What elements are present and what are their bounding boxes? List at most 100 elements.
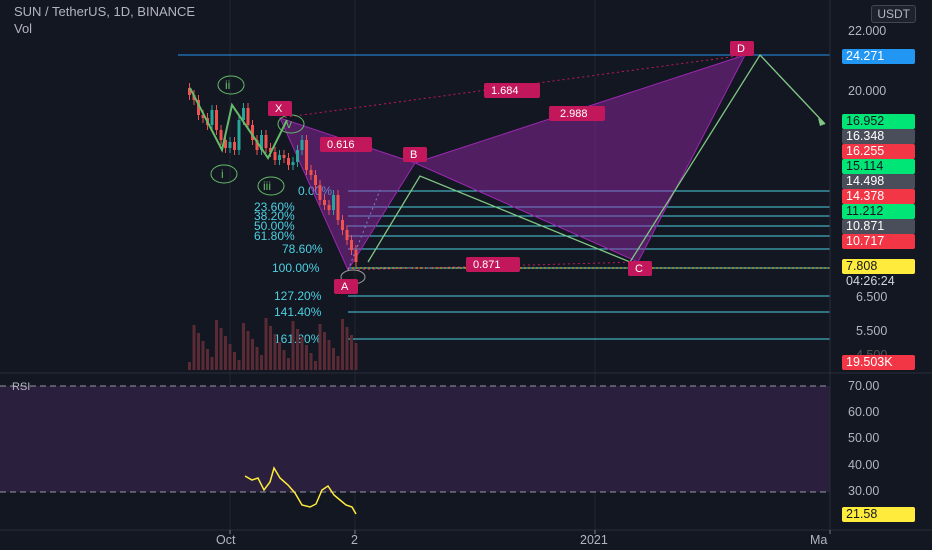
candle <box>350 240 353 250</box>
volume-bar <box>251 339 254 370</box>
rsi-axis-label: 60.00 <box>848 405 880 419</box>
ratio-bd: 2.988 <box>560 108 588 120</box>
price-axis-label: 6.500 <box>856 290 888 304</box>
ratio-xb: 0.616 <box>327 139 355 151</box>
candle <box>323 200 326 205</box>
volume-bar <box>260 355 263 370</box>
candle <box>215 110 218 130</box>
price-axis-label: 20.000 <box>848 84 887 98</box>
price-tag: 11.212 <box>842 204 915 219</box>
price-axis-label: 5.500 <box>856 324 888 338</box>
volume-bar <box>300 337 304 370</box>
candle <box>287 158 290 165</box>
volume-indicator-label[interactable]: Vol <box>14 21 33 36</box>
candle <box>314 175 317 185</box>
volume-bar <box>201 341 205 370</box>
volume-bar <box>305 345 308 370</box>
volume-bar <box>206 349 209 370</box>
fib-label-0: 0.00% <box>298 184 332 198</box>
candle <box>291 162 295 165</box>
volume-bar <box>282 350 286 370</box>
wave-iii: iii <box>263 179 271 193</box>
time-axis-label: 2021 <box>580 533 608 547</box>
candle <box>210 110 214 125</box>
volume-bar <box>264 318 268 370</box>
fib-label-1272: 127.20% <box>274 289 322 303</box>
pattern-labels: X A B C D 0.616 0.871 2.988 1.684 <box>268 41 754 294</box>
volume-bar <box>228 344 232 370</box>
price-axis-label: 22.000 <box>848 24 887 38</box>
candle <box>251 125 254 140</box>
time-axis-label: Ma <box>810 533 828 547</box>
candle <box>228 142 232 148</box>
candles <box>188 83 358 267</box>
volume-bar <box>278 342 281 370</box>
volume-bar <box>296 329 299 370</box>
volume-bar <box>309 353 313 370</box>
volume-bar <box>242 323 245 370</box>
fib-label-382: 38.20% <box>254 209 295 223</box>
point-c: C <box>635 263 643 275</box>
candle <box>264 135 268 148</box>
candle <box>282 155 286 158</box>
volume-bar <box>219 328 223 370</box>
candle <box>345 230 349 240</box>
volume-bar <box>246 331 250 370</box>
candle <box>201 115 205 118</box>
candle <box>233 142 236 150</box>
currency-button[interactable]: USDT <box>871 5 916 23</box>
candle <box>242 108 245 120</box>
wave-labels: ii i iii v <box>210 75 305 196</box>
rsi-axis-label: 40.00 <box>848 458 880 472</box>
candle <box>341 220 344 230</box>
wave-v: v <box>286 117 292 131</box>
price-tag: 16.255 <box>842 144 915 159</box>
price-tag: 24.271 <box>842 49 915 64</box>
symbol-title[interactable]: SUN / TetherUS, 1D, BINANCE <box>14 4 196 19</box>
volume-bar <box>318 324 322 370</box>
rsi-axis-label: 30.00 <box>848 484 880 498</box>
volume-bar <box>287 358 290 370</box>
volume-bar <box>336 356 340 370</box>
candle <box>273 152 277 160</box>
volume-bars <box>188 318 358 370</box>
rsi-indicator-label[interactable]: RSI <box>12 381 31 393</box>
candle <box>188 88 191 95</box>
volume-bar <box>210 357 214 370</box>
price-tag: 10.871 <box>842 219 915 234</box>
volume-bar <box>192 325 196 370</box>
candle <box>278 155 281 160</box>
fib-label-50: 50.00% <box>254 219 295 233</box>
elliott-wave-line[interactable] <box>189 87 288 160</box>
candle <box>318 185 322 200</box>
point-x: X <box>275 103 283 115</box>
volume-bar <box>314 361 317 370</box>
candle <box>354 250 358 262</box>
volume-bar <box>237 360 241 370</box>
projection-arrow <box>818 118 825 126</box>
price-tag: 10.717 <box>842 234 915 249</box>
candle <box>237 120 241 150</box>
rsi-band <box>0 386 830 492</box>
candle <box>197 100 200 115</box>
candle <box>219 130 223 140</box>
rsi-axis-label: 70.00 <box>848 379 880 393</box>
candle <box>300 140 304 150</box>
price-tag: 14.498 <box>842 174 915 189</box>
price-tag: 16.348 <box>842 129 915 144</box>
candle <box>336 195 340 220</box>
fib-label-618: 61.80% <box>254 229 295 243</box>
rsi-axis-label: 50.00 <box>848 431 880 445</box>
time-axis-label: Oct <box>216 533 236 547</box>
volume-bar <box>215 320 218 370</box>
volume-bar <box>273 334 277 370</box>
candle <box>332 195 335 210</box>
volume-bar <box>327 340 331 370</box>
volume-bar <box>233 352 236 370</box>
volume-bar <box>224 336 227 370</box>
price-tag: 16.952 <box>842 114 915 129</box>
candle <box>309 170 313 175</box>
volume-bar <box>354 343 358 370</box>
fib-label-100: 100.00% <box>272 261 320 275</box>
